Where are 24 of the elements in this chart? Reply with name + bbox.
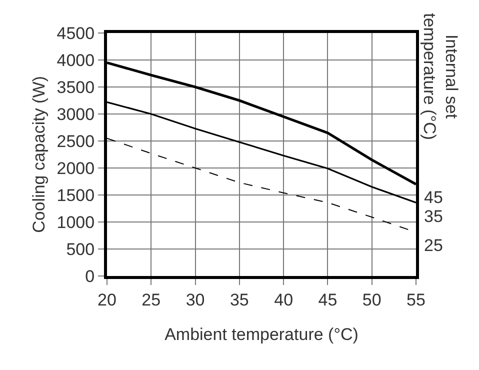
y-axis-title: Cooling capacity (W) — [29, 76, 48, 233]
y-tick-label: 4500 — [56, 24, 95, 43]
series-label: 35 — [424, 207, 443, 226]
y-tick-label: 2500 — [56, 132, 95, 151]
y-tick-label: 1000 — [56, 212, 95, 232]
series-label: 45 — [424, 188, 443, 207]
x-tick-label: 45 — [318, 290, 338, 310]
y-tick-label: 500 — [66, 240, 95, 259]
y-tick-label: 3500 — [56, 78, 95, 97]
x-tick-label: 20 — [98, 290, 116, 310]
x-axis-title: Ambient temperature (°C) — [164, 324, 358, 344]
x-tick-label: 25 — [142, 290, 161, 310]
x-tick-label: 55 — [406, 290, 426, 310]
x-tick-label: 35 — [230, 290, 249, 310]
y-tick-label: 3000 — [56, 104, 95, 124]
y-tick-label: 0 — [85, 266, 95, 286]
x-tick-label: 40 — [274, 290, 294, 310]
y-tick-label: 4000 — [56, 50, 95, 70]
x-tick-label: 50 — [362, 290, 382, 310]
y-tick-label: 1500 — [56, 186, 95, 205]
x-tick-label: 30 — [186, 290, 205, 310]
y-tick-label: 2000 — [56, 158, 95, 178]
legend-title: Internal set temperature (°C) — [420, 13, 462, 140]
series-label: 25 — [424, 236, 443, 255]
